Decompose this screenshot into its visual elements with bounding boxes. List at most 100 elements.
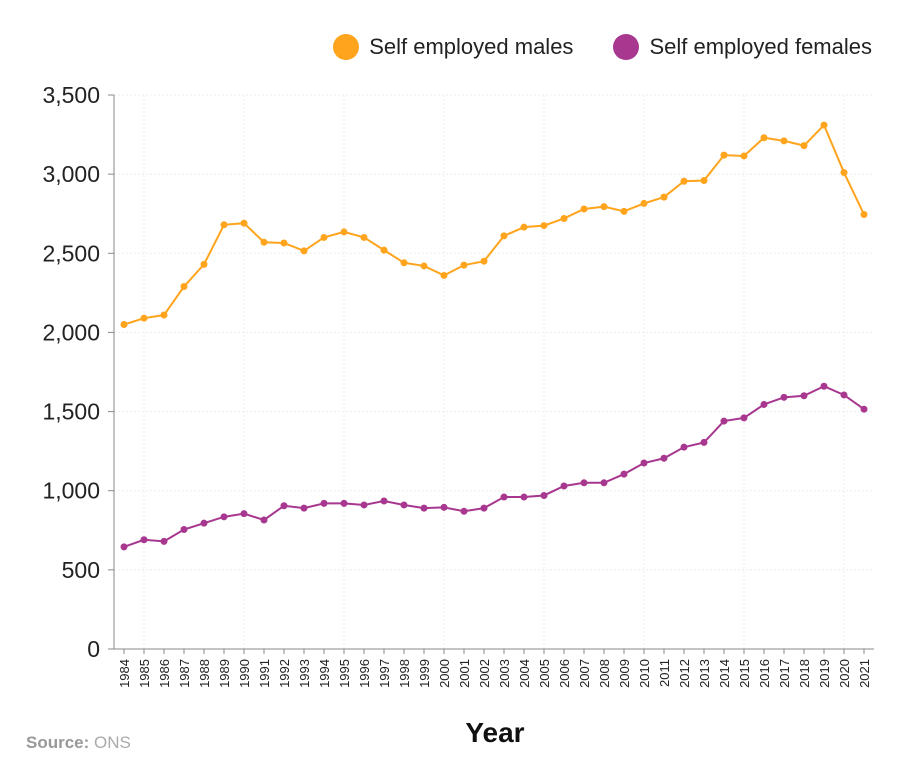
data-point bbox=[660, 193, 668, 201]
x-tick-label: 2020 bbox=[837, 659, 852, 688]
females-marker-icon bbox=[613, 34, 640, 60]
data-point bbox=[620, 207, 628, 215]
source-label: Source: bbox=[26, 733, 90, 752]
data-point bbox=[360, 233, 368, 241]
source-value: ONS bbox=[94, 733, 131, 752]
x-tick-label: 1986 bbox=[157, 659, 172, 688]
data-point bbox=[520, 223, 528, 231]
x-axis-label: Year bbox=[465, 717, 525, 748]
y-tick-label: 3,000 bbox=[42, 161, 100, 187]
x-tick-label: 1995 bbox=[337, 659, 352, 688]
x-tick-label: 2006 bbox=[557, 659, 572, 688]
data-point bbox=[800, 142, 808, 150]
x-tick-label: 1992 bbox=[277, 659, 292, 688]
data-point bbox=[540, 222, 548, 230]
data-point bbox=[720, 151, 728, 159]
x-tick-label: 1985 bbox=[137, 659, 152, 688]
data-point bbox=[420, 504, 428, 512]
data-point bbox=[120, 543, 128, 551]
data-point bbox=[220, 221, 228, 229]
y-tick-label: 1,000 bbox=[42, 478, 100, 504]
data-point bbox=[600, 203, 608, 211]
data-point bbox=[220, 513, 228, 521]
data-point bbox=[620, 470, 628, 478]
x-tick-label: 2004 bbox=[517, 659, 532, 688]
y-tick-label: 1,500 bbox=[42, 399, 100, 425]
x-tick-label: 2016 bbox=[757, 659, 772, 688]
x-tick-label: 1999 bbox=[417, 659, 432, 688]
x-tick-label: 2014 bbox=[717, 659, 732, 688]
legend-item-females: Self employed females bbox=[613, 34, 872, 60]
data-point bbox=[480, 257, 488, 265]
x-tick-label: 2001 bbox=[457, 659, 472, 688]
data-point bbox=[360, 501, 368, 509]
data-point bbox=[200, 519, 208, 527]
data-point bbox=[260, 516, 268, 524]
x-tick-label: 1990 bbox=[237, 659, 252, 688]
series-line-1 bbox=[123, 385, 865, 548]
x-tick-label: 2002 bbox=[477, 659, 492, 688]
data-point bbox=[700, 438, 708, 446]
x-tick-label: 1996 bbox=[357, 659, 372, 688]
data-point bbox=[320, 499, 328, 507]
data-point bbox=[240, 219, 248, 227]
data-point bbox=[140, 314, 148, 322]
data-point bbox=[780, 393, 788, 401]
y-tick-label: 3,500 bbox=[42, 82, 100, 108]
data-point bbox=[560, 482, 568, 490]
x-tick-label: 2007 bbox=[577, 659, 592, 688]
data-point bbox=[200, 260, 208, 268]
x-tick-label: 2011 bbox=[657, 659, 672, 687]
data-point bbox=[640, 199, 648, 207]
data-point bbox=[820, 382, 828, 390]
x-tick-label: 2008 bbox=[597, 659, 612, 688]
data-point bbox=[740, 152, 748, 160]
data-point bbox=[820, 121, 828, 129]
data-point bbox=[440, 503, 448, 511]
data-point bbox=[660, 454, 668, 462]
data-point bbox=[380, 246, 388, 254]
y-tick-label: 2,500 bbox=[42, 240, 100, 266]
x-tick-label: 1991 bbox=[257, 659, 272, 688]
x-tick-label: 2019 bbox=[817, 659, 832, 688]
data-point bbox=[580, 479, 588, 487]
x-tick-label: 2003 bbox=[497, 659, 512, 688]
x-tick-label: 1997 bbox=[377, 659, 392, 688]
data-point bbox=[400, 259, 408, 267]
data-point bbox=[380, 497, 388, 505]
data-point bbox=[580, 205, 588, 213]
x-tick-label: 2005 bbox=[537, 659, 552, 688]
data-point bbox=[300, 247, 308, 255]
data-point bbox=[120, 321, 128, 329]
legend: Self employed males Self employed female… bbox=[333, 34, 872, 60]
data-point bbox=[300, 504, 308, 512]
data-point bbox=[460, 507, 468, 515]
x-tick-label: 2018 bbox=[797, 659, 812, 688]
x-tick-label: 2012 bbox=[677, 659, 692, 688]
x-tick-label: 1994 bbox=[317, 659, 332, 688]
data-point bbox=[420, 262, 428, 270]
data-point bbox=[280, 239, 288, 247]
data-point bbox=[320, 233, 328, 241]
data-point bbox=[280, 502, 288, 510]
data-point bbox=[500, 232, 508, 240]
x-tick-label: 2009 bbox=[617, 659, 632, 688]
data-point bbox=[540, 491, 548, 499]
x-tick-label: 1989 bbox=[217, 659, 232, 688]
data-point bbox=[760, 134, 768, 142]
data-point bbox=[780, 137, 788, 145]
data-point bbox=[600, 479, 608, 487]
x-tick-label: 2021 bbox=[857, 659, 872, 688]
data-point bbox=[400, 501, 408, 509]
data-point bbox=[520, 493, 528, 501]
data-point bbox=[460, 261, 468, 269]
data-point bbox=[740, 414, 748, 422]
x-tick-label: 1987 bbox=[177, 659, 192, 688]
data-point bbox=[840, 169, 848, 177]
x-tick-label: 1998 bbox=[397, 659, 412, 688]
data-point bbox=[480, 504, 488, 512]
data-point bbox=[720, 417, 728, 425]
data-point bbox=[500, 493, 508, 501]
